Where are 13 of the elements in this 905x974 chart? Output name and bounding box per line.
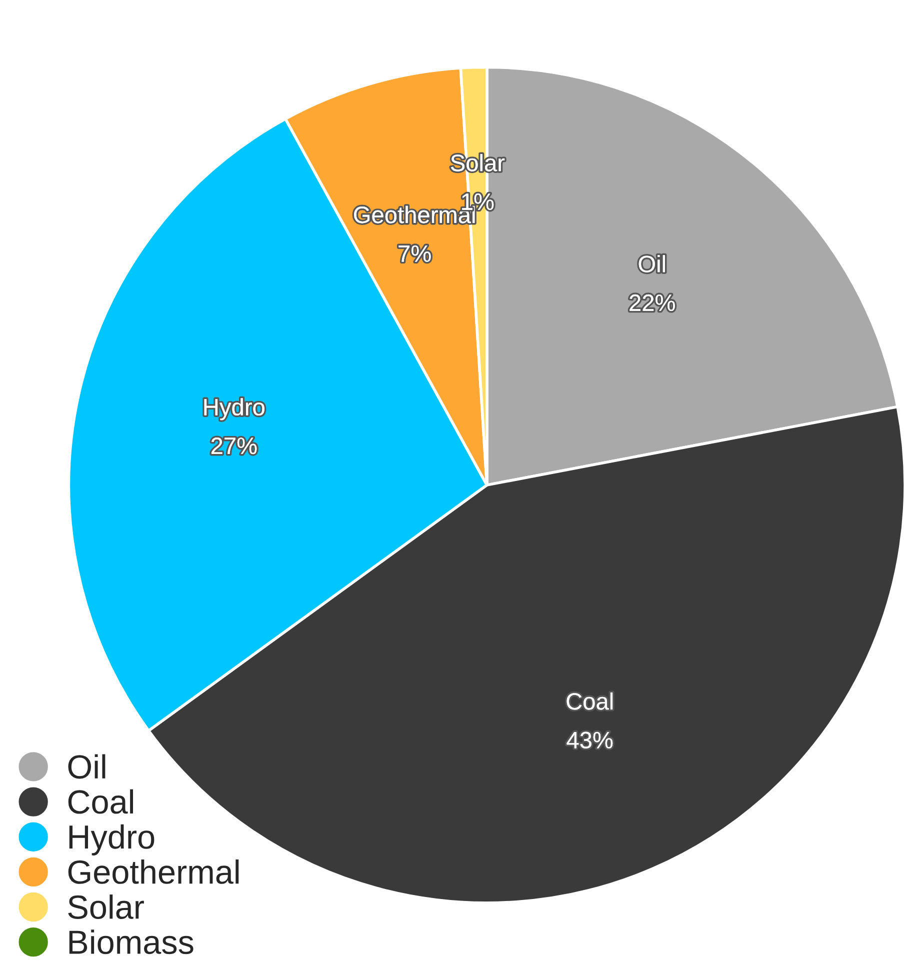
legend-label: Solar: [68, 894, 144, 920]
legend-label: Oil: [68, 754, 106, 779]
legend-label: Geothermal: [68, 859, 239, 884]
legend-label: Hydro: [69, 824, 154, 856]
data-label: 7%: [398, 245, 431, 262]
slice-label: Coal: [566, 692, 613, 710]
data-label: 22%: [630, 294, 675, 312]
data-label: 43%: [566, 732, 613, 749]
data-label: 27%: [211, 438, 257, 454]
legend-label: Biomass: [69, 930, 194, 954]
legend-label: Coal: [68, 789, 133, 814]
slice-label: Oil: [638, 255, 665, 272]
slice-label: Hydro: [204, 398, 264, 420]
